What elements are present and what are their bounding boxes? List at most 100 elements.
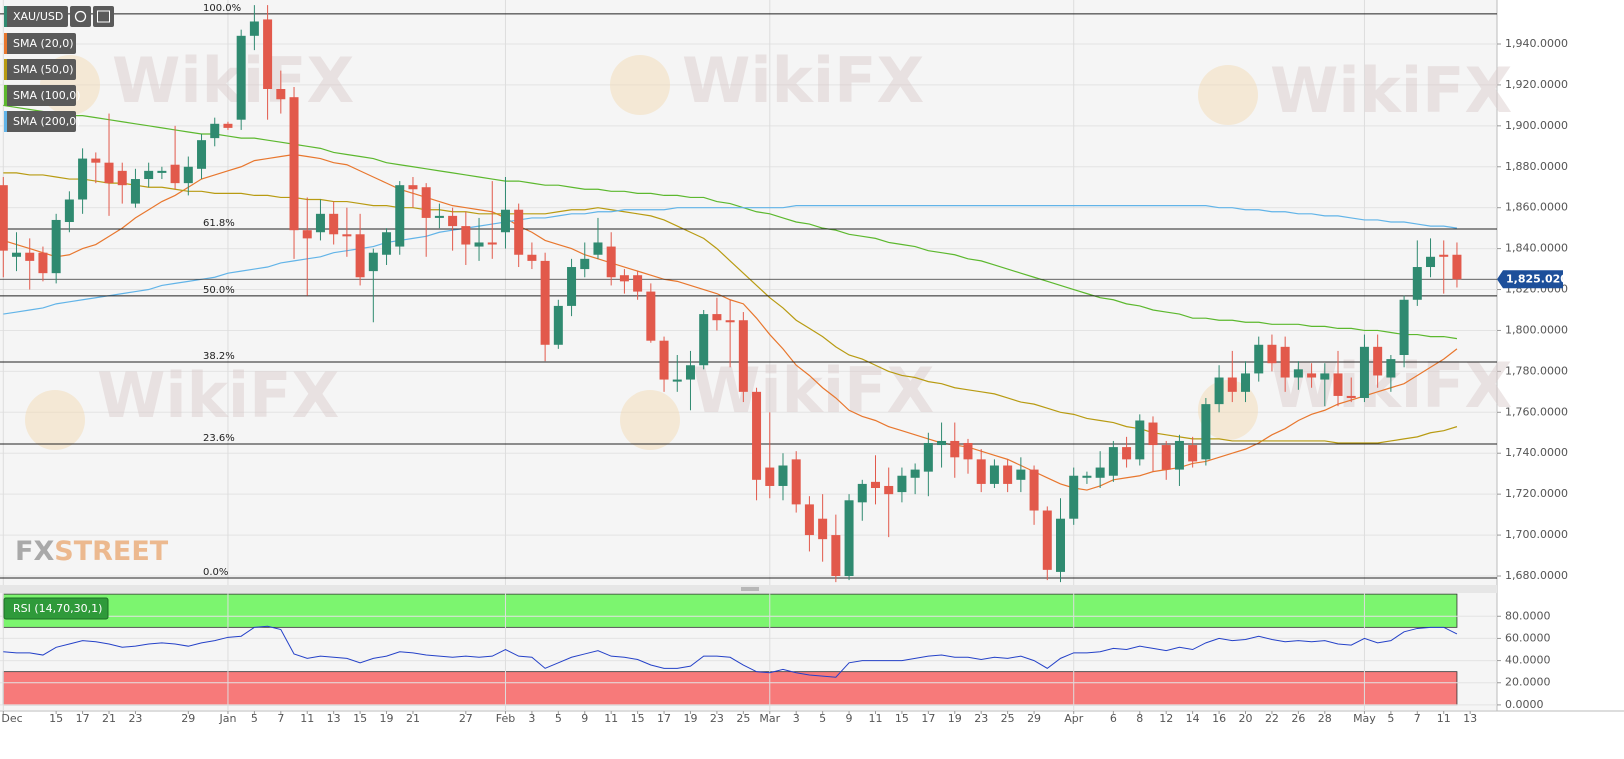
x-tick-label: 7 (277, 712, 284, 725)
y-tick-label: 1,760.0000 (1505, 405, 1568, 418)
y-tick-label: 1,900.0000 (1505, 119, 1568, 132)
candle-body (765, 467, 775, 486)
rsi-zone (2, 671, 1458, 706)
candle-body (646, 291, 656, 341)
x-tick-label: May (1353, 712, 1376, 725)
candle-body (302, 230, 312, 239)
candle-body (130, 179, 140, 204)
candle-body (117, 170, 127, 186)
candle-body (408, 185, 418, 190)
candle-body (818, 518, 828, 540)
candle-body (923, 442, 933, 472)
y-tick-label: 80.0000 (1505, 609, 1551, 622)
x-tick-label: 25 (1001, 712, 1015, 725)
fib-label: 23.6% (203, 433, 235, 444)
fib-label: 38.2% (203, 351, 235, 362)
x-tick-label: 7 (1414, 712, 1421, 725)
x-tick-label: 6 (1110, 712, 1117, 725)
sma-line (3, 172, 1458, 444)
candle-body (752, 391, 762, 480)
legend-box[interactable] (4, 59, 76, 80)
x-tick-label: 20 (1239, 712, 1253, 725)
legend-swatch (4, 59, 7, 80)
candle-body (210, 123, 220, 139)
x-tick-label: 11 (300, 712, 314, 725)
x-tick-label: 17 (76, 712, 90, 725)
x-tick-label: 8 (1136, 712, 1143, 725)
panel-separator[interactable] (0, 585, 1497, 593)
candle-body (0, 185, 8, 251)
legend-box[interactable] (3, 597, 109, 620)
y-tick-label: 1,700.0000 (1505, 528, 1568, 541)
candle-body (183, 166, 193, 184)
candle-body (1426, 256, 1436, 268)
symbol: XAU/USD (13, 10, 63, 23)
watermark-icon (610, 55, 670, 115)
x-tick-label: 19 (948, 712, 962, 725)
legend-label: SMA (50,0) (13, 63, 74, 76)
y-tick-label: 1,680.0000 (1505, 569, 1568, 582)
legend-swatch (4, 111, 7, 132)
candle-body (804, 504, 814, 536)
candle-body (355, 234, 365, 278)
candle-body (1386, 359, 1396, 378)
candle-body (738, 320, 748, 392)
candle-body (197, 140, 207, 169)
candle-body (514, 209, 524, 255)
main-panel (0, 0, 1497, 585)
candle-body (1135, 420, 1145, 460)
x-tick-label: 17 (657, 712, 671, 725)
candle-body (434, 215, 444, 218)
candle-body (910, 469, 920, 478)
candle-body (1161, 445, 1171, 470)
x-tick-label: 5 (819, 712, 826, 725)
legend-box[interactable] (4, 85, 76, 106)
symbol-box[interactable] (4, 6, 68, 27)
candle-body (263, 19, 273, 90)
y-tick-label: 1,860.0000 (1505, 201, 1568, 214)
x-tick-label: 23 (710, 712, 724, 725)
candle-body (395, 185, 405, 247)
candle-body (1267, 344, 1277, 364)
candle-body (580, 258, 590, 270)
refresh-button[interactable] (70, 6, 91, 27)
candle-body (857, 483, 867, 503)
sma-line (3, 205, 1458, 315)
candle-body (1042, 510, 1052, 570)
x-tick-label: 3 (793, 712, 800, 725)
candle-body (1293, 369, 1303, 378)
candle-body (593, 242, 603, 255)
candle-body (1439, 254, 1449, 257)
x-tick-label: 23 (128, 712, 142, 725)
watermark-icon (25, 390, 85, 450)
calendar-button[interactable] (93, 6, 114, 27)
candle-body (1148, 422, 1158, 446)
legend-box[interactable] (4, 111, 76, 132)
candle-body (725, 320, 735, 323)
candle-body (289, 97, 299, 231)
candle-body (157, 170, 167, 173)
legend-box[interactable] (4, 33, 76, 54)
candle-body (1359, 346, 1369, 398)
candle-body (461, 226, 471, 245)
candle-body (1095, 467, 1105, 478)
x-tick-label: 21 (102, 712, 116, 725)
candle-body (382, 232, 392, 255)
watermark-icon (1198, 380, 1258, 440)
y-tick-label: 1,720.0000 (1505, 487, 1568, 500)
candle-body (937, 440, 947, 446)
x-tick-label: 15 (631, 712, 645, 725)
candle-body (487, 242, 497, 245)
candle-body (897, 475, 907, 493)
watermark-icon (1198, 65, 1258, 125)
candle-body (1016, 469, 1026, 480)
candle-body (329, 213, 339, 235)
legend-swatch (4, 33, 7, 54)
candle-body (699, 314, 709, 366)
candle-body (1280, 346, 1290, 378)
y-tick-label: 1,840.0000 (1505, 242, 1568, 255)
candle-body (1373, 346, 1383, 376)
candle-body (223, 123, 233, 128)
candle-body (12, 252, 22, 257)
candle-body (659, 340, 669, 380)
